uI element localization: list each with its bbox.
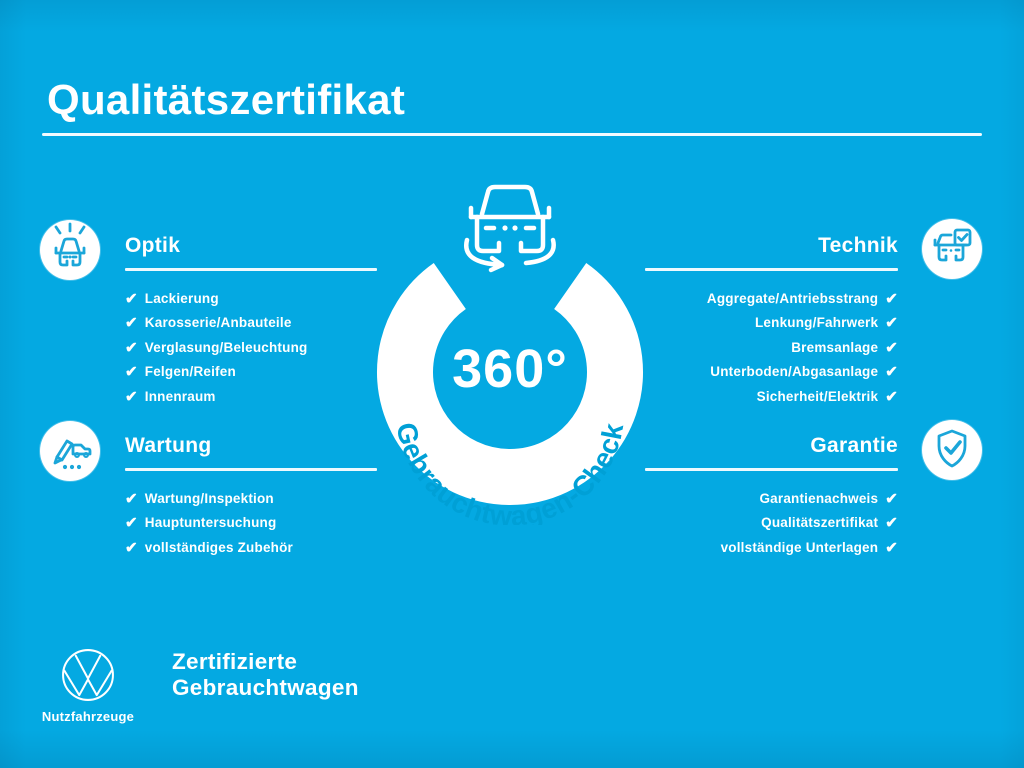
list-item: Lenkung/Fahrwerk ✔ [645,311,898,336]
check-icon: ✔ [125,388,138,406]
list-item: ✔ Verglasung/Beleuchtung [125,336,377,361]
brand-line-2: Gebrauchtwagen [172,674,359,700]
logo-caption: Nutzfahrzeuge [41,709,135,724]
list-item-label: Lenkung/Fahrwerk [754,315,879,331]
section-garantie-title: Garantie [810,434,898,457]
list-item-label: Wartung/Inspektion [144,490,274,506]
technik-checklist: Aggregate/Antriebsstrang ✔ Lenkung/Fahrwe… [645,287,898,410]
section-wartung: Wartung ✔ Wartung/Inspektion ✔ Hauptunters… [125,433,377,560]
section-wartung-title: Wartung [125,434,212,457]
check-icon: ✔ [885,490,898,507]
optik-checklist: ✔ Lackierung ✔ Karosserie/Anbauteile ✔ Verg… [125,287,377,410]
check-icon: ✔ [125,339,138,357]
section-technik-title: Technik [818,234,898,257]
technik-badge [922,219,982,279]
list-item-label: Lackierung [144,290,219,306]
check-icon: ✔ [885,514,898,532]
page-title: Qualitätszertifikat [47,76,406,124]
shield-check-icon [937,429,967,468]
wartung-badge [40,421,100,481]
list-item-label: Karosserie/Anbauteile [144,315,292,331]
list-item-label: Innenraum [144,388,216,404]
van-checklist-icon [933,228,972,262]
check-icon: ✔ [885,539,898,557]
list-item-label: Verglasung/Beleuchtung [144,339,308,355]
check-icon: ✔ [125,490,138,507]
garantie-checklist: Garantienachweis ✔ Qualitätszertifikat ✔ v… [645,487,898,561]
list-item-label: Qualitätszertifikat [761,515,879,531]
list-item: Garantienachweis ✔ [645,487,898,512]
list-item-label: vollständiges Zubehör [144,539,293,555]
sparkling-van-icon [54,222,86,267]
center-360-ring: Gebrauchtwagen-Check [377,184,643,525]
optik-badge [40,220,100,280]
section-divider [125,268,377,271]
check-icon: ✔ [125,290,138,307]
list-item: Bremsanlage ✔ [645,336,898,361]
wartung-checklist: ✔ Wartung/Inspektion ✔ Hauptuntersuchung ✔… [125,487,377,561]
check-icon: ✔ [885,314,898,332]
list-item-label: Bremsanlage [791,339,879,355]
brand-text: Zertifizierte Gebrauchtwagen [172,649,359,700]
van-rotation-icon [464,184,556,273]
brand-line-1: Zertifizierte [172,649,298,674]
check-icon: ✔ [125,314,138,332]
list-item: Unterboden/Abgasanlage ✔ [645,360,898,385]
list-item-label: vollständige Unterlagen [720,539,879,555]
check-icon: ✔ [125,514,138,532]
section-divider [125,468,377,471]
check-icon: ✔ [885,339,898,357]
list-item: vollständige Unterlagen ✔ [645,536,898,561]
list-item: ✔ vollständiges Zubehör [125,536,377,561]
title-divider [42,133,982,136]
list-item-label: Hauptuntersuchung [144,515,277,531]
check-icon: ✔ [885,388,898,406]
list-item: Qualitätszertifikat ✔ [645,511,898,536]
pen-van-icon [53,439,92,470]
section-divider [645,468,898,471]
check-icon: ✔ [885,363,898,381]
section-garantie: Garantie Garantienachweis ✔ Qualitätszert… [645,433,898,560]
list-item-label: Aggregate/Antriebsstrang [706,290,879,306]
list-item: Aggregate/Antriebsstrang ✔ [645,287,898,312]
list-item: ✔ Wartung/Inspektion [125,487,377,512]
list-item: ✔ Felgen/Reifen [125,360,377,385]
list-item: ✔ Hauptuntersuchung [125,511,377,536]
ring-arc [377,263,643,505]
list-item: Sicherheit/Elektrik ✔ [645,385,898,410]
section-optik: Optik ✔ Lackierung ✔ Karosserie/Anbauteile… [125,233,377,409]
section-optik-title: Optik [125,234,181,257]
list-item-label: Unterboden/Abgasanlage [710,364,879,380]
list-item: ✔ Innenraum [125,385,377,410]
check-icon: ✔ [125,539,138,557]
list-item: ✔ Lackierung [125,287,377,312]
list-item: ✔ Karosserie/Anbauteile [125,311,377,336]
degrees-label: 360° [452,339,568,399]
list-item-label: Sicherheit/Elektrik [756,388,879,404]
section-technik: Technik Aggregate/Antriebsstrang ✔ Lenkun… [645,233,898,409]
list-item-label: Garantienachweis [759,490,879,506]
check-icon: ✔ [885,290,898,307]
vw-logo-icon [62,649,114,701]
check-icon: ✔ [125,363,138,381]
section-divider [645,268,898,271]
list-item-label: Felgen/Reifen [144,364,236,380]
garantie-badge [922,420,982,480]
